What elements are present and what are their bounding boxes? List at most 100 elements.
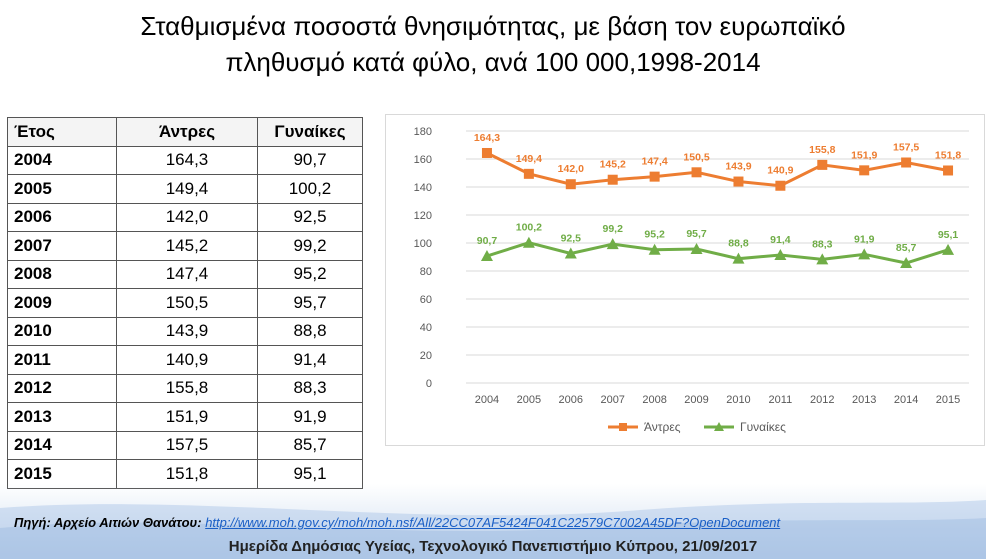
cell-women: 88,3 [257, 373, 363, 403]
y-tick-label: 60 [420, 294, 432, 306]
data-point [565, 179, 576, 190]
data-label: 92,5 [561, 233, 582, 245]
y-tick-label: 80 [420, 266, 432, 278]
cell-men: 142,0 [116, 202, 258, 232]
cell-year: 2012 [7, 373, 117, 403]
cell-men: 145,2 [116, 231, 258, 261]
x-tick-label: 2011 [769, 394, 793, 406]
cell-women: 95,2 [257, 259, 363, 289]
series-line [486, 241, 949, 265]
data-point [607, 174, 618, 185]
line-chart: 0 20 40 60 80 100 120 140 160 180 2004 2005 2006 2007… [414, 126, 969, 434]
data-point [481, 147, 492, 158]
source-link[interactable]: http://www.moh.gov.cy/moh/moh.nsf/All/22… [205, 515, 781, 530]
legend-marker [714, 422, 724, 431]
data-label: 164,3 [474, 132, 500, 144]
data-point [858, 248, 871, 260]
data-label: 88,8 [728, 238, 749, 250]
table-row: 2006 142,0 92,5 [7, 202, 363, 232]
data-label: 147,4 [641, 156, 667, 168]
table-row: 2014 157,5 85,7 [7, 430, 363, 460]
data-point [564, 247, 577, 259]
data-label: 91,4 [770, 234, 791, 246]
data-label: 95,1 [938, 229, 959, 241]
data-point [816, 253, 829, 265]
data-point [649, 171, 660, 182]
cell-year: 2011 [7, 345, 117, 375]
data-point [901, 157, 912, 168]
table-row: 2009 150,5 95,7 [7, 288, 363, 318]
y-tick-label: 180 [414, 126, 432, 138]
x-tick-label: 2015 [936, 394, 960, 406]
title-line-2: πληθυσμό κατά φύλο, ανά 100 000,1998-201… [225, 47, 761, 77]
header-women: Γυναίκες [257, 117, 363, 147]
data-point [732, 252, 745, 264]
legend-label: Άντρες [644, 420, 681, 434]
data-point [480, 250, 493, 262]
data-label: 155,8 [809, 144, 835, 156]
cell-men: 149,4 [116, 174, 258, 204]
data-label: 150,5 [683, 151, 709, 163]
legend-label: Γυναίκες [740, 420, 786, 434]
cell-year: 2015 [7, 459, 117, 489]
cell-year: 2004 [7, 145, 117, 175]
data-point [859, 165, 870, 176]
data-label: 85,7 [896, 242, 917, 254]
data-point [522, 236, 535, 248]
data-label: 90,7 [477, 235, 498, 247]
decorative-band [0, 484, 986, 559]
cell-year: 2006 [7, 202, 117, 232]
data-point [690, 243, 703, 255]
data-label: 157,5 [893, 142, 919, 154]
legend-marker [619, 423, 627, 431]
series-line [486, 151, 949, 188]
x-tick-label: 2010 [726, 394, 750, 406]
cell-men: 157,5 [116, 430, 258, 460]
data-label: 100,2 [516, 222, 542, 234]
x-tick-label: 2009 [684, 394, 708, 406]
y-tick-label: 120 [414, 210, 432, 222]
x-tick-label: 2012 [810, 394, 834, 406]
x-tick-label: 2013 [852, 394, 876, 406]
y-tick-label: 160 [414, 154, 432, 166]
cell-year: 2014 [7, 430, 117, 460]
data-point [817, 159, 828, 170]
data-label: 142,0 [558, 163, 584, 175]
data-point [775, 180, 786, 191]
table-row: 2011 140,9 91,4 [7, 345, 363, 375]
table-row: 2013 151,9 91,9 [7, 402, 363, 432]
cell-women: 91,9 [257, 402, 363, 432]
table-row: 2004 164,3 90,7 [7, 145, 363, 175]
table-row: 2008 147,4 95,2 [7, 259, 363, 289]
y-tick-label: 100 [414, 238, 432, 250]
data-label: 95,7 [686, 228, 707, 240]
cell-year: 2007 [7, 231, 117, 261]
data-label: 91,9 [854, 233, 875, 245]
cell-women: 100,2 [257, 174, 363, 204]
data-label: 99,2 [602, 223, 623, 235]
cell-women: 99,2 [257, 231, 363, 261]
cell-men: 143,9 [116, 316, 258, 346]
cell-men: 140,9 [116, 345, 258, 375]
table-row: 2007 145,2 99,2 [7, 231, 363, 261]
data-point [900, 257, 913, 269]
table-header-row: Έτος Άντρες Γυναίκες [7, 117, 363, 147]
table-body: 2004 164,3 90,7 2005 149,4 100,2 2006 142,0 92,5… [7, 145, 363, 489]
header-year: Έτος [7, 117, 117, 147]
cell-men: 147,4 [116, 259, 258, 289]
x-tick-label: 2014 [894, 394, 918, 406]
data-label: 95,2 [644, 229, 665, 241]
table-row: 2012 155,8 88,3 [7, 373, 363, 403]
cell-year: 2013 [7, 402, 117, 432]
cell-year: 2009 [7, 288, 117, 318]
chart-container: 0 20 40 60 80 100 120 140 160 180 2004 2005 2006 2007… [385, 114, 985, 446]
cell-men: 151,8 [116, 459, 258, 489]
decorative-wave [0, 500, 986, 559]
x-tick-label: 2008 [642, 394, 666, 406]
data-point [606, 238, 619, 250]
data-point [942, 243, 955, 255]
data-point [648, 243, 661, 255]
header-men: Άντρες [116, 117, 258, 147]
source-label: Πηγή: Αρχείο Αιτιών Θανάτου: [14, 515, 202, 530]
x-tick-label: 2004 [475, 394, 499, 406]
